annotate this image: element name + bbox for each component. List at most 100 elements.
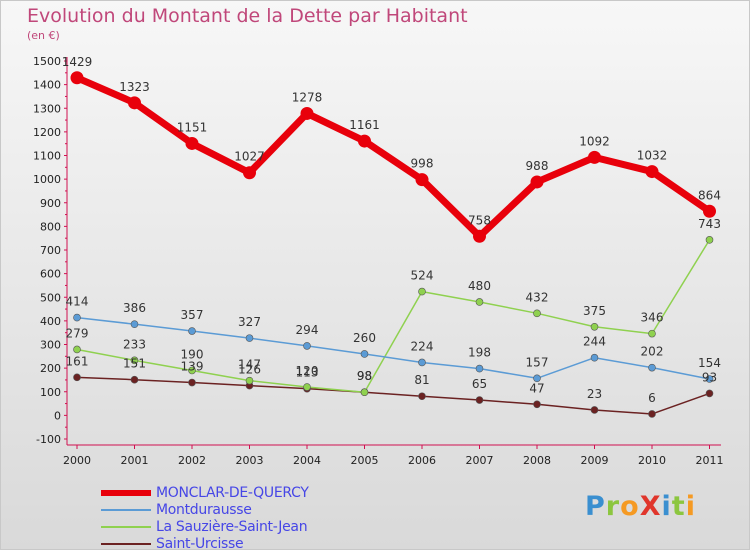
data-label: 864: [698, 188, 721, 202]
x-tick-label: 2009: [581, 454, 609, 467]
data-label: 524: [411, 269, 434, 283]
y-tick-label: 800: [40, 220, 61, 233]
legend-label: MONCLAR-DE-QUERCY: [156, 485, 309, 501]
legend-swatch: [101, 526, 151, 528]
x-tick-label: 2011: [696, 454, 724, 467]
data-point: [70, 71, 84, 85]
data-label: 758: [468, 213, 491, 227]
data-label: 279: [66, 326, 89, 340]
legend-label: Saint-Urcisse: [156, 536, 244, 552]
data-label: 98: [357, 369, 372, 383]
data-point: [475, 364, 484, 373]
data-point: [533, 309, 541, 318]
data-label: 224: [411, 339, 434, 353]
data-point: [188, 366, 196, 375]
data-point: [245, 376, 254, 385]
data-label: 202: [641, 345, 664, 359]
y-tick-label: 1300: [33, 102, 61, 115]
data-point: [360, 350, 369, 358]
logo-letter: t: [671, 491, 686, 522]
data-label: 1161: [349, 118, 380, 132]
x-tick-label: 2000: [63, 454, 91, 467]
y-tick-label: 1500: [33, 55, 61, 68]
data-point: [533, 400, 541, 409]
y-tick-label: 100: [40, 386, 61, 399]
logo-letter: r: [605, 491, 621, 522]
data-point: [185, 136, 199, 150]
data-point: [130, 375, 139, 384]
data-label: 126: [238, 363, 261, 377]
data-label: 1151: [177, 120, 208, 134]
data-point: [705, 375, 714, 383]
data-point: [533, 374, 541, 383]
data-point: [418, 287, 426, 296]
data-point: [300, 106, 314, 120]
y-tick-label: 300: [40, 339, 61, 352]
data-label: 1429: [62, 55, 93, 69]
data-point: [590, 322, 599, 331]
data-point: [128, 96, 141, 110]
chart-title: Evolution du Montant de la Dette par Hab…: [27, 5, 468, 27]
data-point: [243, 166, 256, 180]
data-label: 139: [181, 360, 204, 374]
data-point: [648, 363, 656, 372]
data-point: [418, 358, 426, 367]
data-point: [645, 165, 659, 179]
data-label: 151: [123, 357, 146, 371]
data-point: [360, 388, 369, 397]
data-label: 147: [238, 358, 261, 372]
data-point: [418, 392, 426, 401]
data-label: 1278: [292, 90, 323, 104]
x-tick-label: 2004: [293, 454, 321, 467]
data-label: 6: [648, 391, 656, 405]
data-point: [73, 373, 81, 382]
logo-letter: i: [685, 491, 696, 522]
data-label: 432: [526, 290, 549, 304]
y-tick-label: 500: [40, 291, 61, 304]
series-line: [75, 74, 712, 240]
data-label: 81: [414, 373, 429, 387]
data-label: 357: [181, 308, 204, 322]
logo-letter: o: [620, 491, 640, 522]
data-labels: 1429 1323 1151 1027 1278 1161 998 758 988 1092 103…: [62, 55, 721, 405]
data-point: [73, 345, 81, 354]
data-label: 23: [587, 387, 602, 401]
y-tick-label: -100: [36, 433, 61, 446]
y-tick-label: 1400: [33, 79, 61, 92]
data-label: 1027: [234, 150, 265, 164]
logo-letter: P: [585, 491, 606, 522]
data-label: 233: [123, 337, 146, 351]
legend-label: La Sauzière-Saint-Jean: [156, 519, 308, 535]
legend-swatch: [101, 490, 151, 496]
x-tick-label: 2007: [466, 454, 494, 467]
data-label: 260: [353, 331, 376, 345]
data-label: 327: [238, 315, 261, 329]
data-label: 120: [296, 364, 319, 378]
y-tick-label: 900: [40, 197, 61, 210]
legend-swatch: [101, 543, 151, 545]
data-point: [648, 329, 656, 338]
data-label: 113: [296, 366, 319, 380]
data-point: [703, 204, 716, 218]
data-label: 244: [583, 335, 606, 349]
y-tick-label: 0: [54, 409, 61, 422]
x-tick-label: 2005: [351, 454, 379, 467]
data-label: 198: [468, 346, 491, 360]
data-label: 157: [526, 355, 549, 369]
data-point: [188, 327, 196, 335]
y-tick-label: 600: [40, 268, 61, 281]
data-label: 98: [357, 369, 372, 383]
data-point: [358, 134, 371, 148]
data-label: 161: [66, 354, 89, 368]
y-tick-label: 400: [40, 315, 61, 328]
series-points: [70, 71, 716, 418]
chart-subtitle: (en €): [27, 29, 60, 42]
data-label: 386: [123, 301, 146, 315]
series-line: [76, 316, 710, 380]
axes: -100 0 100 200 300 400 500 600 700 800 900 1000 1100…: [33, 55, 724, 467]
y-tick-label: 1200: [33, 126, 61, 139]
data-point: [648, 410, 656, 418]
data-label: 47: [529, 381, 544, 395]
y-tick-label: 1000: [33, 173, 61, 186]
